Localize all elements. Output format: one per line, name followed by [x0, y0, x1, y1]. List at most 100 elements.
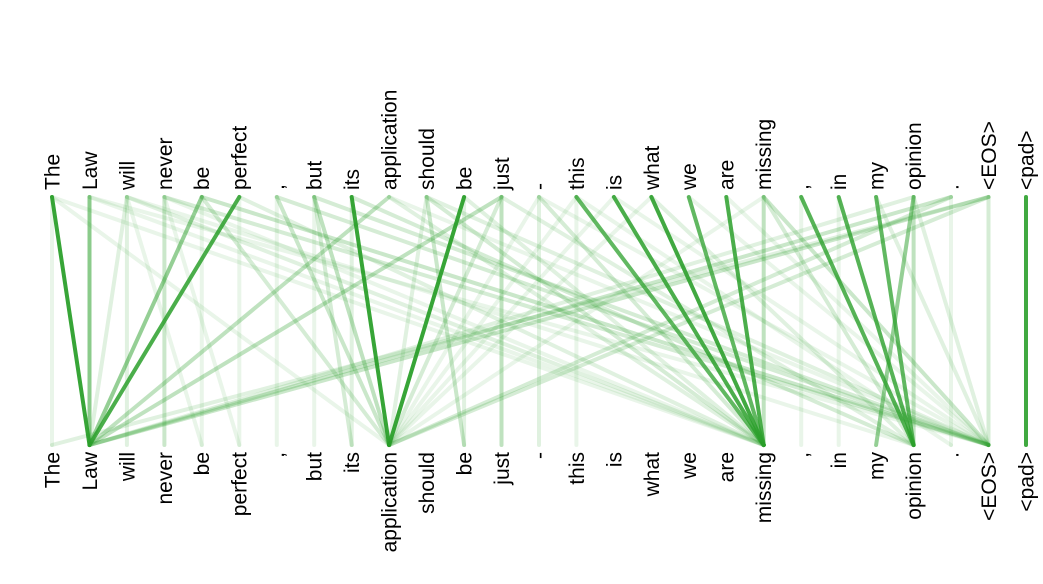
attention-link	[686, 195, 766, 447]
attention-link	[387, 195, 616, 447]
attention-link	[724, 195, 766, 447]
bottom-token-label: be	[453, 452, 476, 475]
top-token-labels: The Law will never be perfect, but its applicati…	[41, 90, 1038, 191]
bottom-token-label: opinion	[903, 452, 926, 520]
attention-link	[387, 195, 541, 447]
attention-link	[874, 195, 991, 447]
attention-link	[574, 195, 766, 447]
top-token-label: application	[378, 90, 401, 190]
attention-link	[50, 195, 92, 447]
bottom-token-label: ,	[266, 452, 289, 458]
attention-link	[761, 195, 916, 447]
attention-link	[649, 195, 916, 447]
attention-link	[611, 195, 991, 447]
bottom-token-labels: The Law will never be perfect, but its applicati…	[41, 451, 1038, 552]
bottom-token-label: is	[603, 452, 626, 467]
attention-link	[124, 195, 204, 447]
attention-link	[537, 195, 766, 447]
attention-link	[611, 195, 766, 447]
attention-link	[349, 195, 392, 447]
attention-link	[424, 195, 766, 447]
bottom-token-label: should	[416, 452, 439, 514]
attention-link	[874, 195, 916, 447]
top-token-label: Law	[79, 151, 102, 190]
bottom-token-label: will	[116, 452, 139, 482]
attention-link	[87, 195, 392, 447]
attention-link	[87, 195, 991, 447]
attention-link	[87, 195, 204, 447]
top-token-label: its	[341, 169, 364, 190]
bottom-token-label: Law	[79, 451, 102, 490]
attention-link	[724, 195, 991, 447]
top-token-label: perfect	[229, 126, 252, 190]
attention-link	[799, 195, 916, 447]
attention-link	[761, 195, 991, 447]
attention-link	[199, 195, 991, 447]
attention-link	[387, 195, 991, 447]
bottom-token-label: perfect	[229, 452, 252, 516]
attention-link	[911, 195, 991, 447]
bottom-token-label: -	[528, 452, 551, 459]
attention-link	[199, 195, 392, 447]
bottom-token-label: never	[154, 452, 177, 505]
bottom-token-label: this	[566, 452, 589, 485]
top-token-label: we	[678, 163, 701, 191]
attention-link	[349, 195, 916, 447]
attention-link	[87, 195, 242, 447]
attention-link	[387, 195, 654, 447]
top-token-label: .	[940, 184, 963, 190]
attention-link	[237, 195, 766, 447]
bottom-token-label: but	[304, 452, 327, 481]
attention-link	[162, 195, 991, 447]
top-token-label: missing	[753, 119, 776, 190]
bottom-token-label: missing	[753, 452, 776, 523]
attention-link	[162, 195, 242, 447]
attention-link	[387, 195, 467, 447]
attention-link	[537, 195, 991, 447]
attention-link	[87, 195, 953, 447]
top-token-label: be	[453, 167, 476, 190]
top-token-label: <pad>	[1015, 130, 1038, 190]
bottom-token-label: in	[828, 452, 851, 468]
attention-links	[50, 195, 1028, 447]
top-token-label: ,	[791, 184, 814, 190]
attention-link	[387, 195, 579, 447]
top-token-label: The	[41, 154, 64, 190]
top-token-label: this	[566, 157, 589, 190]
bottom-token-label: what	[641, 452, 664, 498]
bottom-token-label: <EOS>	[978, 452, 1001, 521]
bottom-token-label: we	[678, 452, 701, 480]
attention-link	[50, 195, 991, 447]
attention-link	[462, 195, 766, 447]
attention-link	[124, 195, 916, 447]
attention-link	[87, 195, 991, 447]
top-token-label: will	[116, 161, 139, 191]
top-token-label: opinion	[903, 122, 926, 190]
top-token-label: ,	[266, 184, 289, 190]
attention-link	[87, 195, 129, 447]
attention-link	[686, 195, 991, 447]
attention-link	[50, 195, 766, 447]
bottom-token-label: The	[41, 452, 64, 488]
top-token-label: are	[716, 160, 739, 190]
top-token-label: but	[304, 161, 327, 190]
attention-link	[424, 195, 991, 447]
attention-link	[387, 195, 504, 447]
attention-link	[312, 195, 354, 447]
top-token-label: should	[416, 128, 439, 190]
bottom-token-label: ,	[791, 452, 814, 458]
attention-link	[424, 195, 467, 447]
attention-link	[387, 195, 991, 447]
attention-link	[649, 195, 766, 447]
attention-link	[162, 195, 766, 447]
bottom-token-label: be	[191, 452, 214, 475]
attention-link	[124, 195, 766, 447]
attention-link	[274, 195, 392, 447]
top-token-label: <EOS>	[978, 121, 1001, 190]
attention-link	[574, 195, 953, 447]
attention-link	[387, 195, 766, 447]
attention-link	[274, 195, 991, 447]
bottom-token-label: .	[940, 452, 963, 458]
top-token-label: my	[865, 162, 888, 190]
